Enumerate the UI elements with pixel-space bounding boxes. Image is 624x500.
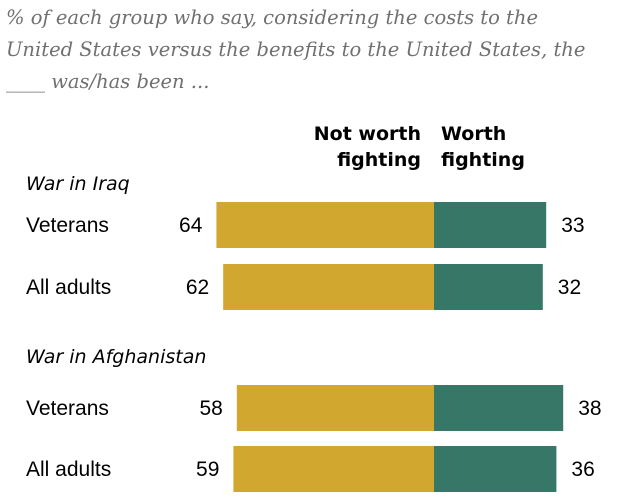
header-worth-line-1: Worth xyxy=(441,123,506,145)
value-label-worth: 32 xyxy=(558,276,581,299)
row-label: All adults xyxy=(26,458,111,481)
subtitle-line-3: ____ was/has been ... xyxy=(6,70,210,93)
bar-worth-fighting xyxy=(434,385,564,431)
value-label-worth: 38 xyxy=(578,397,601,420)
bar-not-worth-fighting xyxy=(233,446,434,492)
subtitle-line-1: % of each group who say, considering the… xyxy=(6,6,538,29)
value-label-worth: 33 xyxy=(561,214,584,237)
row-label: All adults xyxy=(26,276,111,299)
header-not-worth-line-2: fighting xyxy=(337,149,421,171)
chart-subtitle: % of each group who say, considering the… xyxy=(6,2,618,98)
header-not-worth-line-1: Not worth xyxy=(314,123,421,145)
bar-not-worth-fighting xyxy=(236,385,434,431)
header-worth-line-2: fighting xyxy=(441,149,525,171)
row-label: Veterans xyxy=(26,214,109,237)
bar-worth-fighting xyxy=(434,446,557,492)
bar-worth-fighting xyxy=(434,202,547,248)
value-label-not-worth: 64 xyxy=(179,214,203,237)
bar-not-worth-fighting xyxy=(216,202,434,248)
value-label-not-worth: 58 xyxy=(199,397,222,420)
group-title: War in Iraq xyxy=(26,173,130,195)
bar-not-worth-fighting xyxy=(223,264,434,310)
group-title: War in Afghanistan xyxy=(26,346,206,368)
value-label-worth: 36 xyxy=(571,458,594,481)
bar-worth-fighting xyxy=(434,264,543,310)
value-label-not-worth: 59 xyxy=(196,458,219,481)
subtitle-line-2: United States versus the benefits to the… xyxy=(6,38,586,61)
row-label: Veterans xyxy=(26,397,109,420)
value-label-not-worth: 62 xyxy=(186,276,209,299)
